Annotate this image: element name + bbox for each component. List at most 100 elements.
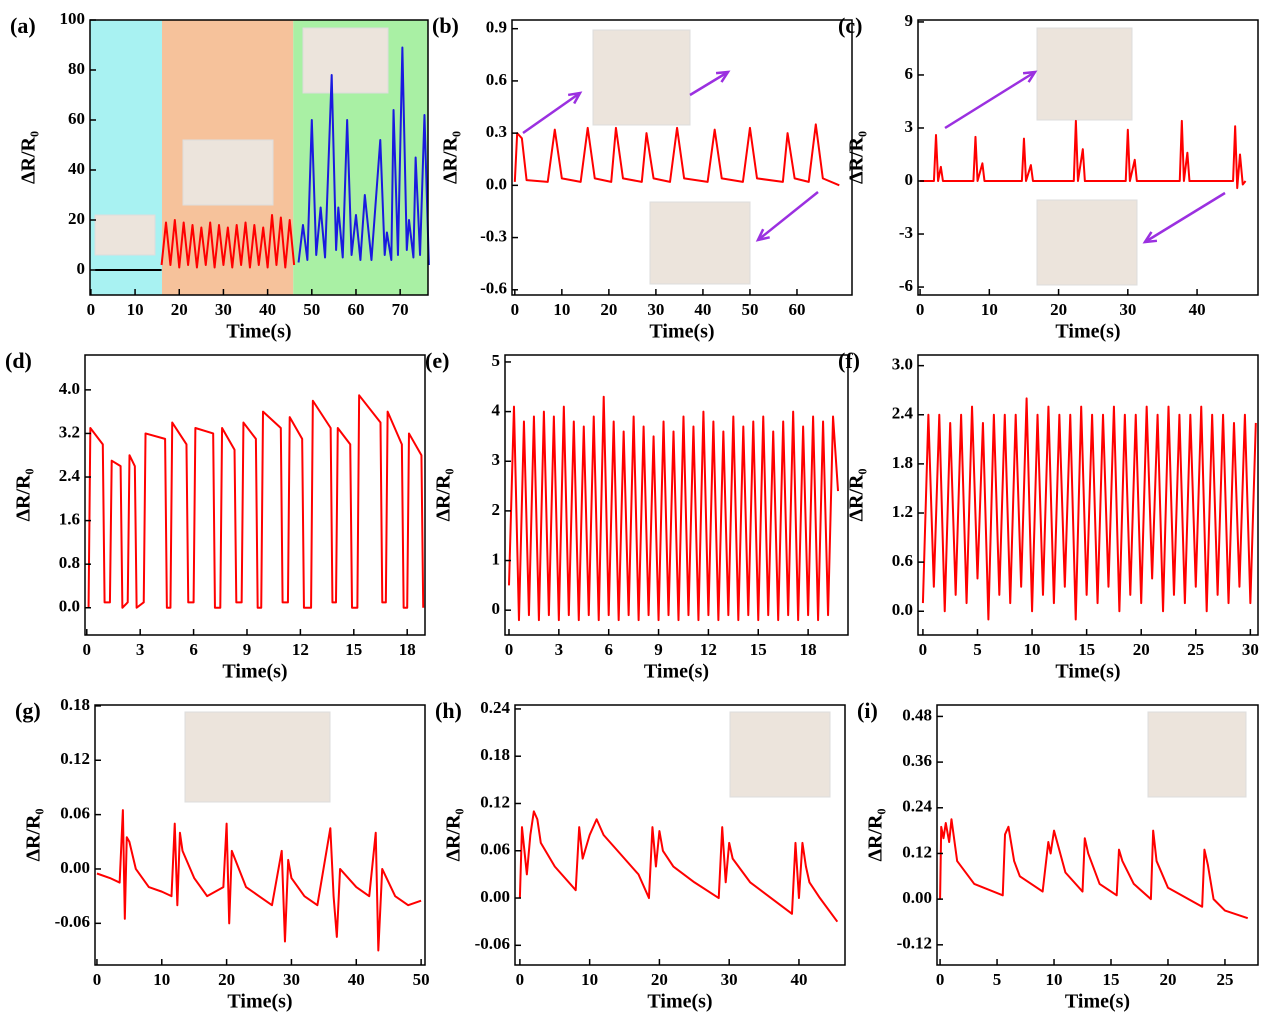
y-tick-label: 1.8 — [892, 453, 913, 472]
y-tick-label: 100 — [60, 9, 86, 28]
x-tick-label: 0 — [516, 970, 525, 989]
y-tick-label: 0.0 — [892, 600, 913, 619]
x-tick-label: 50 — [303, 300, 320, 319]
y-tick-label: 0.48 — [902, 705, 932, 724]
x-tick-label: 20 — [171, 300, 188, 319]
photo-inset — [1036, 199, 1138, 286]
x-tick-label: 10 — [1046, 970, 1063, 989]
panel-label: (c) — [838, 13, 862, 38]
y-axis-label: ΔR/R₀ — [433, 469, 455, 522]
x-tick-label: 10 — [581, 970, 598, 989]
data-line — [518, 810, 839, 923]
arrow — [757, 191, 819, 241]
x-tick-label: 50 — [741, 300, 758, 319]
x-tick-label: 6 — [604, 640, 613, 659]
x-tick-label: 10 — [1024, 640, 1041, 659]
x-tick-label: 0 — [83, 640, 92, 659]
y-tick-label: 0.18 — [480, 745, 510, 764]
data-line — [920, 119, 1247, 190]
y-axis-label: ΔR/R₀ — [443, 809, 465, 862]
plot-frame — [89, 19, 429, 296]
y-tick-label: 2.4 — [892, 404, 914, 423]
photo-inset — [1036, 27, 1133, 121]
x-tick-label: 10 — [127, 300, 144, 319]
y-tick-label: 60 — [68, 109, 85, 128]
y-axis-label: ΔR/R₀ — [440, 131, 462, 184]
y-tick-label: -0.3 — [480, 226, 507, 245]
y-tick-label: 3 — [492, 450, 501, 469]
x-tick-label: 50 — [413, 970, 430, 989]
plot-frame — [511, 19, 853, 296]
x-tick-label: 0 — [916, 300, 925, 319]
y-tick-label: 0.8 — [59, 553, 80, 572]
x-tick-label: 5 — [993, 970, 1002, 989]
x-tick-label: 30 — [1242, 640, 1259, 659]
y-tick-label: 0.3 — [486, 122, 507, 141]
y-tick-label: 3.2 — [59, 422, 80, 441]
y-tick-label: 0 — [492, 599, 501, 618]
y-tick-label: -0.06 — [55, 912, 90, 931]
x-tick-label: 12 — [292, 640, 309, 659]
x-tick-label: 25 — [1187, 640, 1204, 659]
x-axis-label: Time(s) — [222, 661, 287, 683]
x-tick-label: 3 — [555, 640, 564, 659]
y-tick-label: 0.06 — [60, 804, 90, 823]
x-axis-label: Time(s) — [1055, 661, 1120, 683]
y-tick-label: 0.00 — [480, 887, 510, 906]
photo-inset — [592, 29, 691, 126]
x-tick-label: 40 — [348, 970, 365, 989]
panel-label: (g) — [15, 698, 41, 723]
data-line — [921, 397, 1257, 621]
x-tick-label: 60 — [347, 300, 364, 319]
y-axis-label: ΔR/R₀ — [18, 131, 40, 184]
panel-label: (b) — [432, 13, 459, 38]
x-tick-label: 10 — [153, 970, 170, 989]
x-tick-label: 30 — [283, 970, 300, 989]
y-tick-label: 1.6 — [59, 510, 80, 529]
x-tick-label: 15 — [750, 640, 767, 659]
x-tick-label: 12 — [700, 640, 717, 659]
y-tick-label: 0.9 — [486, 18, 507, 37]
y-tick-label: 4 — [492, 401, 501, 420]
y-tick-label: 0.06 — [480, 840, 510, 859]
x-axis-label: Time(s) — [226, 321, 291, 343]
photo-inset — [184, 711, 331, 803]
x-tick-label: 0 — [919, 640, 928, 659]
plot-frame — [936, 704, 1259, 966]
y-axis-label: ΔR/R₀ — [846, 131, 868, 184]
y-tick-label: 0.18 — [60, 695, 90, 714]
y-tick-label: 4.0 — [59, 379, 80, 398]
data-line — [513, 123, 840, 187]
plot-frame — [514, 704, 846, 966]
x-tick-label: 15 — [345, 640, 362, 659]
x-tick-label: 40 — [694, 300, 711, 319]
x-tick-label: 9 — [243, 640, 252, 659]
x-tick-label: 20 — [1159, 970, 1176, 989]
data-line — [507, 395, 840, 622]
plot-frame — [504, 354, 849, 636]
photo-inset — [729, 711, 831, 798]
x-tick-label: 20 — [651, 970, 668, 989]
photo-inset — [302, 27, 389, 94]
x-axis-label: Time(s) — [227, 991, 292, 1012]
y-tick-label: 0.00 — [60, 858, 90, 877]
x-axis-label: Time(s) — [1055, 321, 1120, 343]
arrow — [689, 70, 729, 97]
x-tick-label: 20 — [600, 300, 617, 319]
x-axis-label: Time(s) — [649, 321, 714, 343]
x-tick-label: 20 — [1133, 640, 1150, 659]
x-tick-label: 20 — [218, 970, 235, 989]
arrow — [944, 70, 1036, 130]
y-tick-label: 0.36 — [902, 751, 932, 770]
y-tick-label: 0.12 — [60, 749, 90, 768]
y-tick-label: 5 — [492, 351, 501, 370]
x-tick-label: 10 — [981, 300, 998, 319]
x-axis-label: Time(s) — [644, 661, 709, 683]
y-axis-label: ΔR/R₀ — [13, 469, 35, 522]
y-tick-label: -6 — [899, 276, 913, 295]
x-tick-label: 15 — [1078, 640, 1095, 659]
data-line — [87, 394, 425, 609]
x-axis-label: Time(s) — [1065, 991, 1130, 1012]
y-tick-label: 0 — [905, 170, 914, 189]
